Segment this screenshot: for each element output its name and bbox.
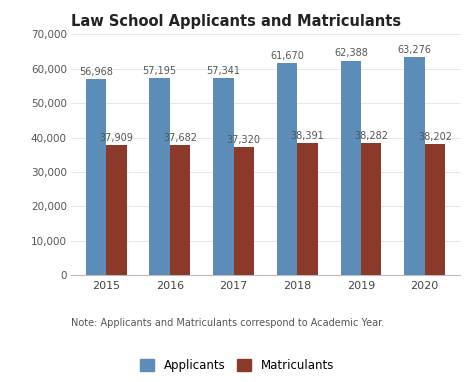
Text: Note: Applicants and Matriculants correspond to Academic Year.: Note: Applicants and Matriculants corres… bbox=[71, 318, 384, 329]
Text: 57,195: 57,195 bbox=[143, 66, 177, 76]
Bar bbox=[341, 61, 361, 275]
Bar bbox=[425, 144, 445, 275]
Text: 37,909: 37,909 bbox=[100, 133, 133, 142]
Text: 57,341: 57,341 bbox=[206, 66, 240, 76]
Legend: Applicants, Matriculants: Applicants, Matriculants bbox=[140, 359, 334, 372]
Text: Law School Applicants and Matriculants: Law School Applicants and Matriculants bbox=[71, 14, 401, 29]
Text: 37,682: 37,682 bbox=[163, 133, 197, 143]
Bar bbox=[361, 143, 382, 275]
Bar bbox=[297, 143, 318, 275]
Bar bbox=[277, 63, 297, 275]
Bar bbox=[86, 79, 106, 275]
Text: 56,968: 56,968 bbox=[79, 67, 113, 77]
Text: 37,320: 37,320 bbox=[227, 135, 261, 145]
Bar bbox=[404, 58, 425, 275]
Text: 61,670: 61,670 bbox=[270, 51, 304, 61]
Bar bbox=[106, 145, 127, 275]
Text: 62,388: 62,388 bbox=[334, 49, 368, 58]
Text: 38,391: 38,391 bbox=[291, 131, 324, 141]
Bar bbox=[234, 147, 254, 275]
Text: 63,276: 63,276 bbox=[398, 45, 431, 55]
Bar bbox=[170, 146, 190, 275]
Bar bbox=[213, 78, 234, 275]
Text: 38,202: 38,202 bbox=[418, 132, 452, 142]
Bar bbox=[149, 78, 170, 275]
Text: 38,282: 38,282 bbox=[354, 131, 388, 141]
